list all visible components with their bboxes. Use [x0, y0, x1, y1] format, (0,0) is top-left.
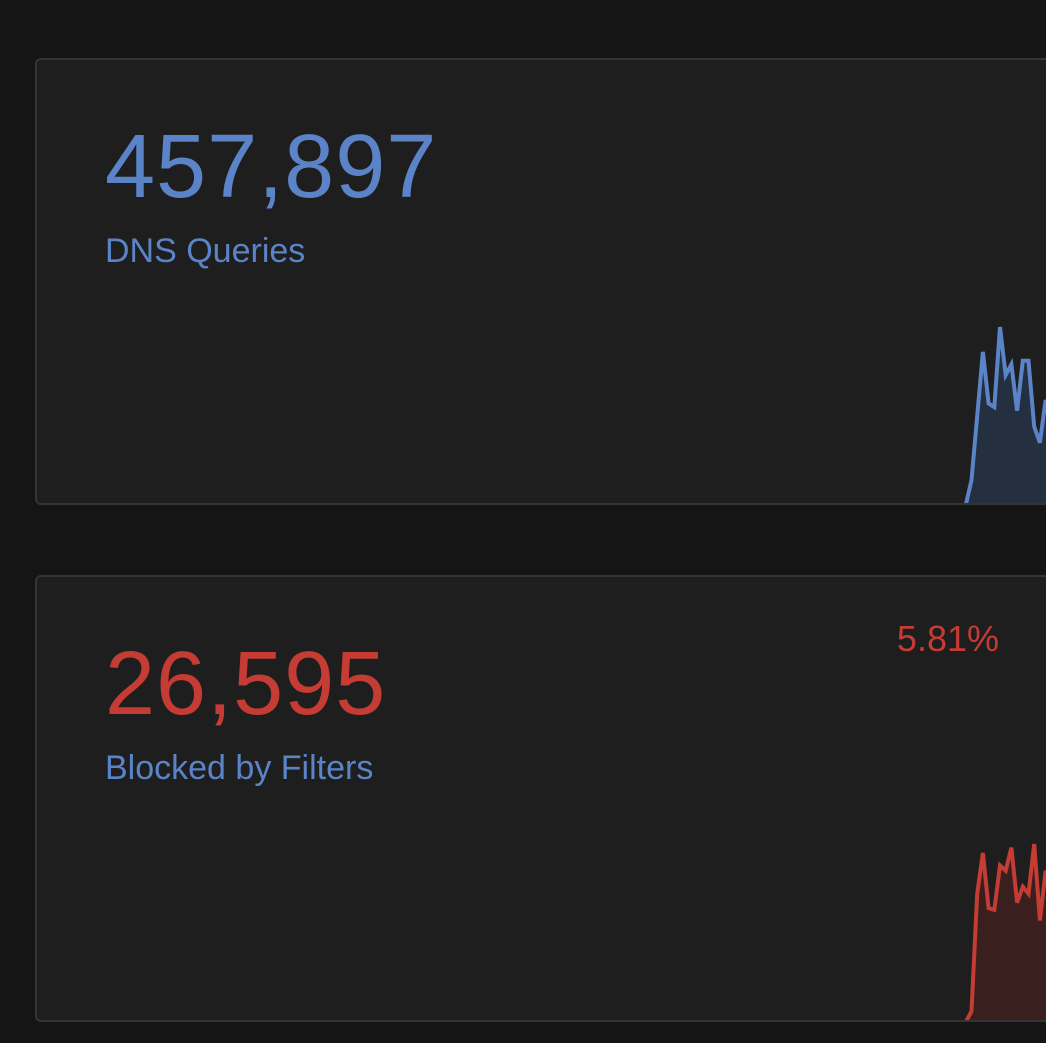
blocked-sparkline	[37, 843, 1046, 1020]
dns-queries-card[interactable]: 457,897 DNS Queries	[35, 58, 1046, 505]
dns-queries-sparkline	[37, 326, 1046, 503]
blocked-label: Blocked by Filters	[105, 749, 374, 787]
dns-queries-sparkline-area	[966, 327, 1046, 503]
dns-queries-sparkline-line	[37, 326, 1046, 503]
dns-queries-count: 457,897	[105, 117, 438, 217]
dns-queries-label: DNS Queries	[105, 232, 306, 270]
blocked-percentage: 5.81%	[896, 618, 999, 659]
blocked-count: 26,595	[105, 634, 387, 734]
blocked-by-filters-card[interactable]: 5.81% 26,595 Blocked by Filters	[35, 575, 1046, 1022]
blocked-sparkline-area	[966, 844, 1046, 1020]
blocked-sparkline-line	[37, 843, 1046, 1020]
